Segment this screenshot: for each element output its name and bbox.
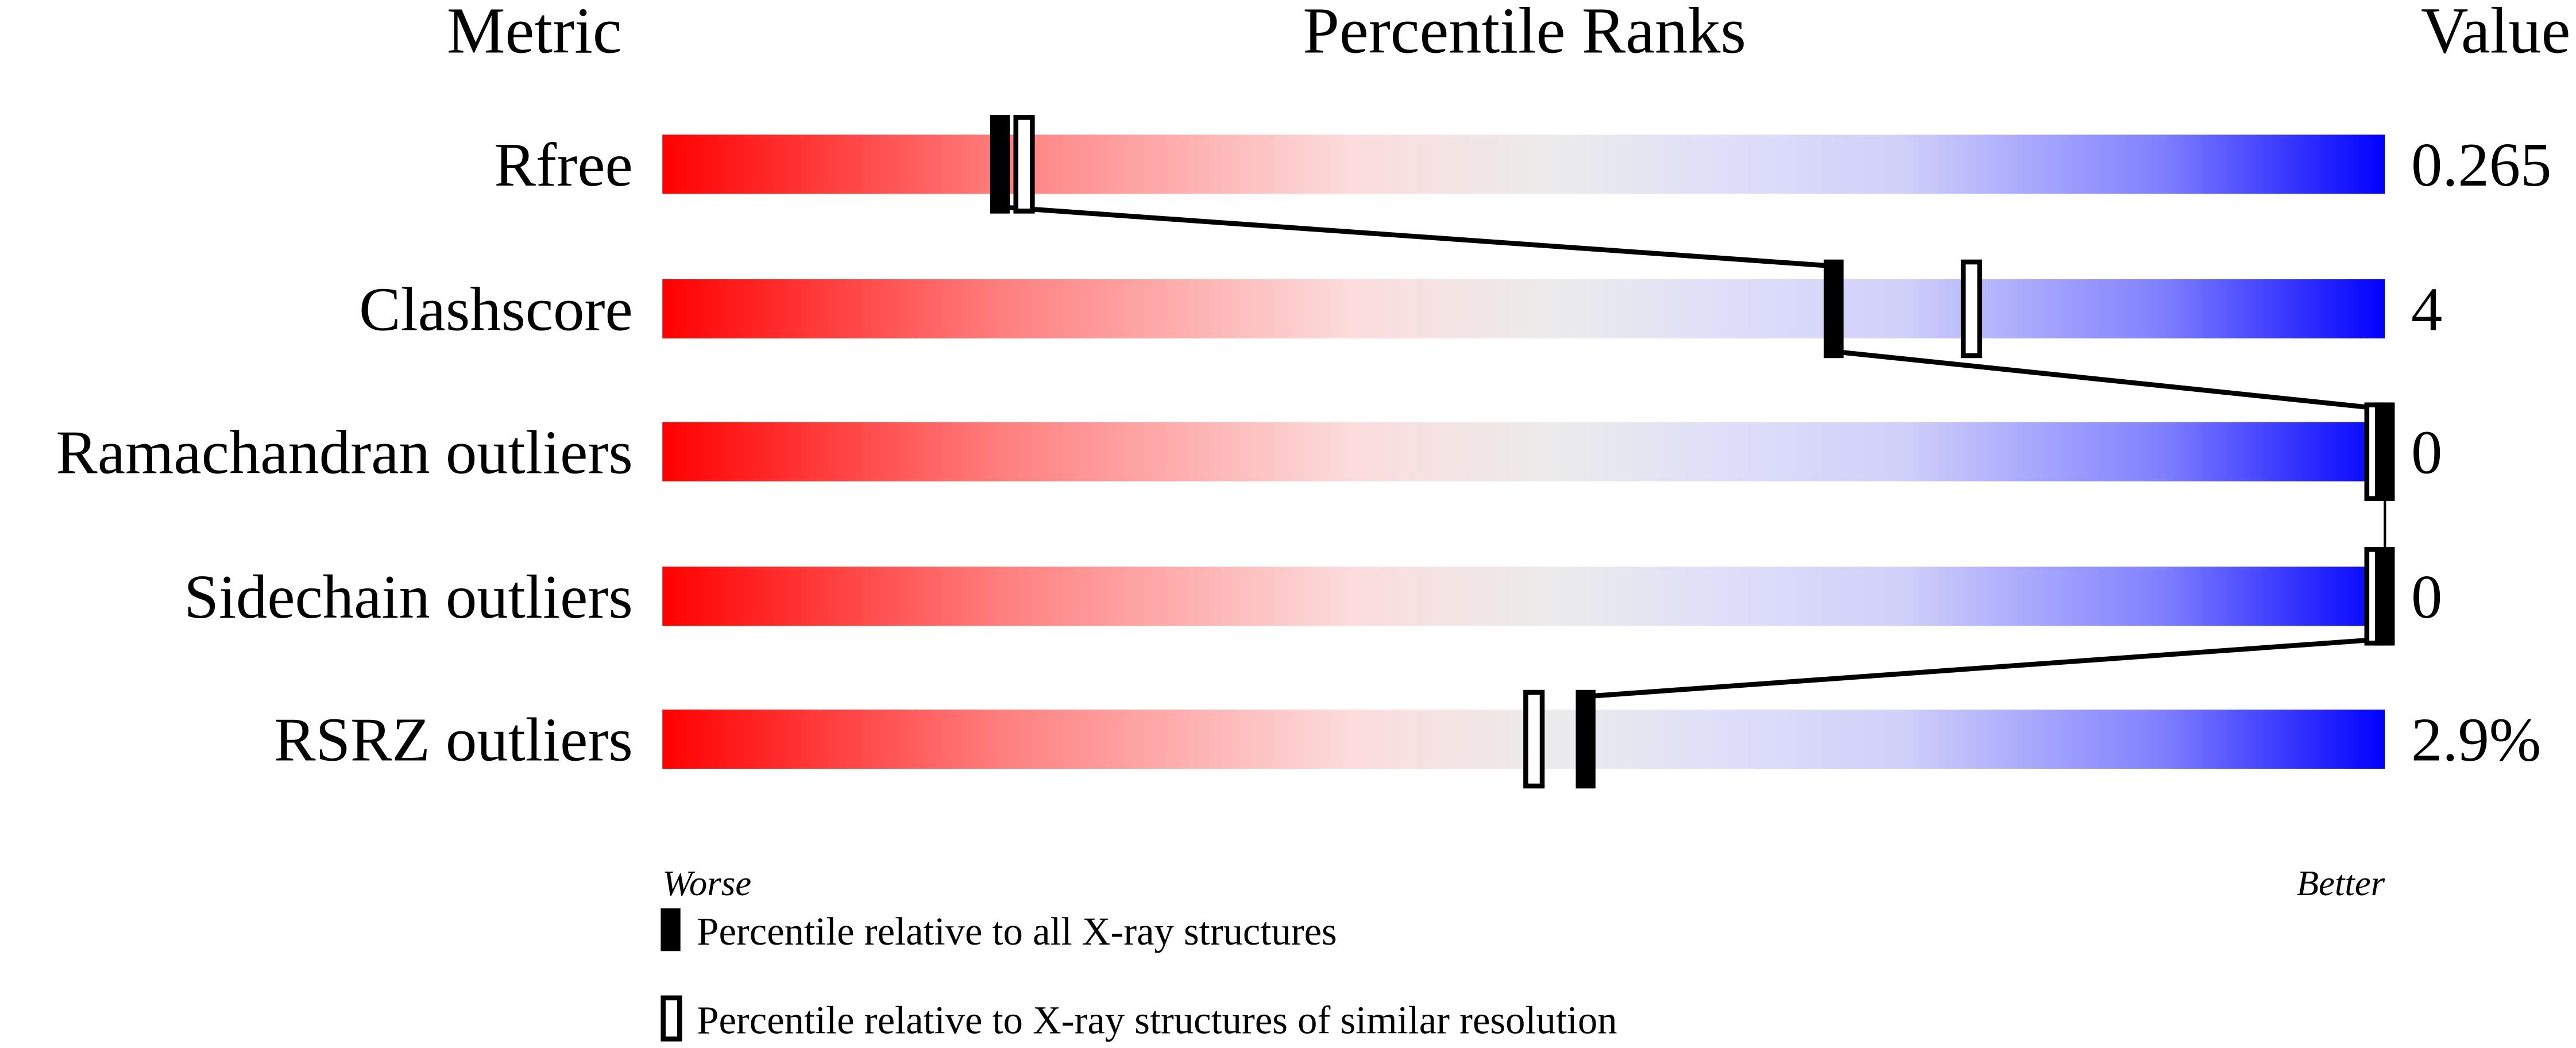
percentile-bar <box>662 279 2385 338</box>
metric-label: Ramachandran outliers <box>56 418 632 487</box>
better-label: Better <box>2297 863 2385 903</box>
percentile-bar <box>662 422 2385 481</box>
marker-all-structures <box>1575 689 1596 789</box>
legend-filled-marker-icon <box>661 908 681 951</box>
marker-all-structures <box>2375 402 2395 501</box>
legend-similar-label: Percentile relative to X-ray structures … <box>697 998 1617 1042</box>
percentile-bar <box>662 134 2385 194</box>
percentile-bar <box>662 567 2385 626</box>
marker-all-structures <box>2375 547 2395 646</box>
metric-value: 0 <box>2411 562 2442 631</box>
connector-line <box>1833 349 2385 412</box>
marker-all-structures <box>990 115 1010 214</box>
marker-similar-resolution <box>1523 689 1545 789</box>
marker-similar-resolution <box>1013 115 1035 214</box>
metric-value: 0.265 <box>2411 130 2551 199</box>
header-metric: Metric <box>447 0 622 67</box>
worse-label: Worse <box>662 863 751 903</box>
connector-line <box>1585 636 2385 699</box>
metric-value: 4 <box>2411 275 2442 344</box>
header-value: Value <box>2421 0 2570 67</box>
metric-label: Clashscore <box>359 275 633 344</box>
header-percentile-ranks: Percentile Ranks <box>1303 0 1746 67</box>
metric-label: Rfree <box>495 130 633 199</box>
metric-value: 0 <box>2411 418 2442 487</box>
connector-line <box>999 204 1834 269</box>
marker-similar-resolution <box>1960 259 1983 359</box>
legend-open-marker-icon <box>661 995 682 1042</box>
metric-label: Sidechain outliers <box>184 562 632 631</box>
legend-all-label: Percentile relative to all X-ray structu… <box>697 910 1337 953</box>
metric-value: 2.9% <box>2411 706 2541 775</box>
marker-all-structures <box>1824 259 1844 359</box>
metric-label: RSRZ outliers <box>274 706 633 775</box>
